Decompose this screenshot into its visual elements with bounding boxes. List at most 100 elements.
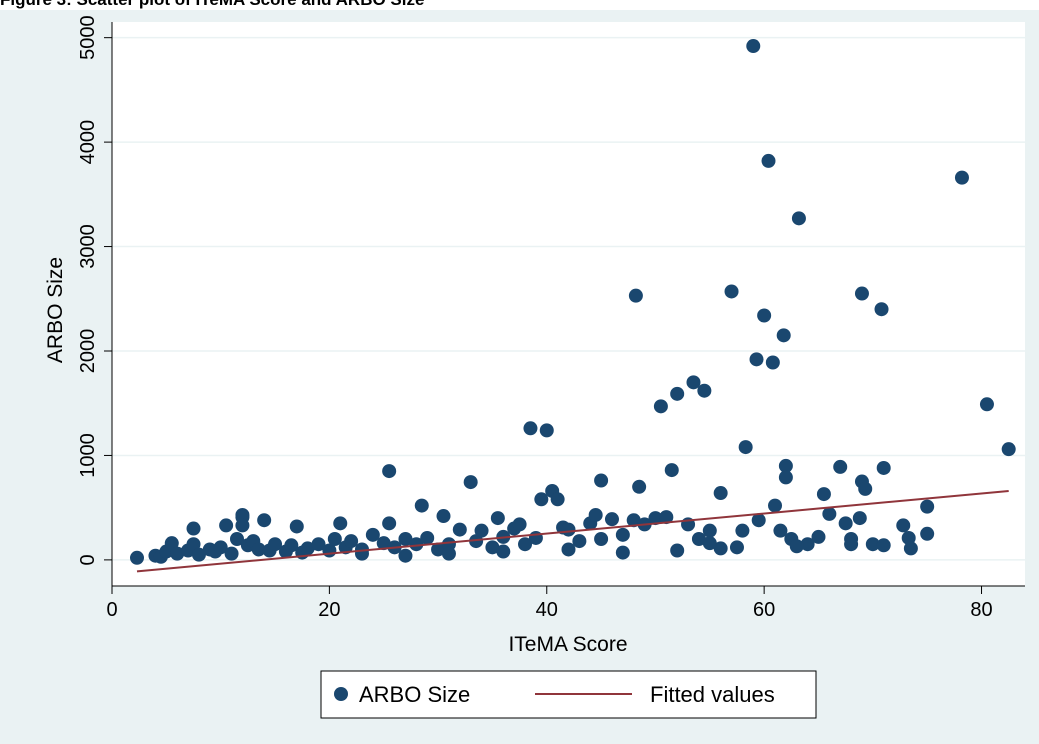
data-point — [170, 546, 185, 561]
data-point — [594, 532, 609, 546]
data-point — [1001, 442, 1016, 457]
data-point — [816, 487, 831, 502]
data-point — [659, 510, 674, 525]
data-point — [534, 492, 549, 507]
y-tick-label: 2000 — [77, 329, 99, 374]
data-point — [561, 522, 576, 537]
data-point — [229, 532, 244, 546]
data-point — [311, 537, 326, 552]
data-point — [778, 470, 793, 485]
data-point — [901, 530, 916, 545]
y-tick-label: 0 — [77, 554, 99, 565]
data-point — [954, 170, 969, 185]
data-point — [327, 532, 342, 546]
legend: ARBO Size Fitted values — [320, 670, 817, 719]
scatter-points — [129, 39, 1016, 565]
data-point — [398, 532, 413, 546]
data-point — [920, 526, 935, 541]
legend-marker-arbo-size — [334, 687, 348, 701]
data-point — [561, 542, 576, 557]
data-point — [822, 506, 837, 521]
data-point — [713, 541, 728, 556]
data-point — [474, 523, 489, 538]
data-point — [191, 547, 206, 562]
x-tick-label: 0 — [106, 599, 117, 621]
data-point — [224, 546, 239, 561]
data-point — [219, 518, 234, 533]
data-point — [382, 464, 397, 479]
data-point — [903, 541, 918, 556]
data-point — [686, 375, 701, 390]
x-tick-label: 60 — [753, 599, 775, 621]
data-point — [235, 518, 250, 533]
data-point — [615, 527, 630, 542]
data-point — [833, 459, 848, 474]
data-point — [365, 527, 380, 542]
x-tick-label: 40 — [536, 599, 558, 621]
data-point — [670, 386, 685, 401]
data-point — [485, 540, 500, 555]
data-point — [697, 383, 712, 398]
data-point — [186, 521, 201, 536]
data-point — [738, 440, 753, 455]
data-point — [920, 499, 935, 514]
data-point — [539, 423, 554, 438]
data-point — [876, 460, 891, 475]
data-point — [251, 542, 266, 557]
data-point — [431, 542, 446, 557]
data-point — [702, 536, 717, 551]
data-point — [749, 352, 764, 367]
legend-label-fitted-values: Fitted values — [650, 682, 775, 707]
data-point — [490, 511, 505, 526]
data-point — [628, 288, 643, 303]
data-point — [626, 513, 641, 528]
data-point — [376, 536, 391, 551]
data-point — [838, 516, 853, 531]
data-point — [670, 543, 685, 558]
data-point — [441, 546, 456, 561]
data-point — [588, 507, 603, 522]
data-point — [129, 550, 144, 565]
data-point — [528, 530, 543, 545]
data-point — [512, 517, 527, 532]
data-point — [852, 511, 867, 526]
data-point — [664, 463, 679, 478]
data-point — [778, 458, 793, 473]
x-axis-title: ITeMA Score — [508, 633, 627, 656]
data-point — [648, 511, 663, 526]
data-point — [789, 539, 804, 554]
data-point — [746, 39, 761, 54]
data-point — [757, 308, 772, 323]
data-point — [632, 479, 647, 494]
data-point — [735, 523, 750, 538]
data-point — [496, 544, 511, 559]
data-point — [284, 538, 299, 553]
data-point — [858, 481, 873, 496]
data-point — [768, 498, 783, 513]
data-point — [865, 537, 880, 552]
data-point — [354, 546, 369, 561]
x-tick-label: 80 — [970, 599, 992, 621]
data-point — [896, 518, 911, 533]
data-point — [761, 153, 776, 168]
data-point — [765, 355, 780, 370]
data-point — [414, 498, 429, 513]
data-point — [289, 519, 304, 534]
data-point — [409, 537, 424, 552]
y-axis: 0 1000 2000 3000 4000 5000 — [77, 15, 113, 586]
data-point — [874, 302, 889, 317]
data-point — [333, 516, 348, 531]
y-tick-label: 3000 — [77, 224, 99, 268]
data-point — [398, 548, 413, 563]
data-point — [452, 522, 467, 537]
plot-area — [112, 22, 1025, 586]
y-tick-label: 1000 — [77, 433, 99, 478]
data-point — [213, 540, 228, 555]
data-point — [604, 512, 619, 527]
data-point — [463, 475, 478, 490]
data-point — [653, 399, 668, 414]
x-axis: 0 20 40 60 80 — [106, 585, 1025, 621]
y-tick-label: 4000 — [77, 120, 99, 165]
data-point — [702, 523, 717, 538]
